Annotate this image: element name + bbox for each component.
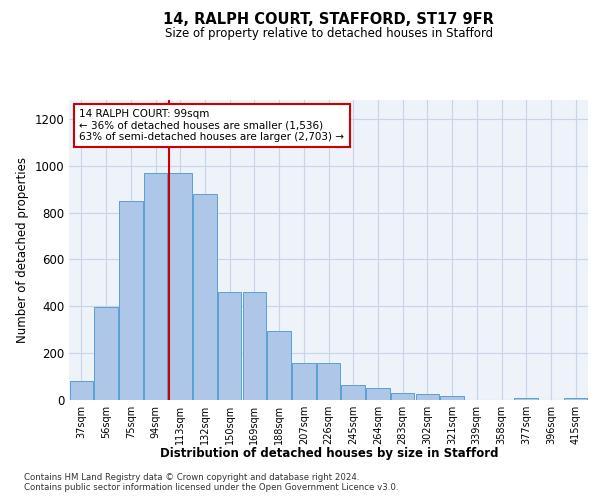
Text: Size of property relative to detached houses in Stafford: Size of property relative to detached ho… <box>165 28 493 40</box>
Bar <box>94 308 118 400</box>
Bar <box>317 362 340 400</box>
Bar <box>242 292 266 400</box>
Bar <box>341 385 365 400</box>
Bar <box>292 362 316 400</box>
Bar <box>144 172 167 400</box>
Bar <box>70 381 93 400</box>
Text: Contains HM Land Registry data © Crown copyright and database right 2024.
Contai: Contains HM Land Registry data © Crown c… <box>24 472 398 492</box>
Text: 14, RALPH COURT, STAFFORD, ST17 9FR: 14, RALPH COURT, STAFFORD, ST17 9FR <box>163 12 494 28</box>
Text: 14 RALPH COURT: 99sqm
← 36% of detached houses are smaller (1,536)
63% of semi-d: 14 RALPH COURT: 99sqm ← 36% of detached … <box>79 109 344 142</box>
Bar <box>391 393 415 400</box>
Bar <box>119 201 143 400</box>
Text: Distribution of detached houses by size in Stafford: Distribution of detached houses by size … <box>160 448 498 460</box>
Bar <box>514 398 538 400</box>
Y-axis label: Number of detached properties: Number of detached properties <box>16 157 29 343</box>
Bar <box>440 396 464 400</box>
Bar <box>268 331 291 400</box>
Bar <box>366 388 389 400</box>
Bar <box>193 194 217 400</box>
Bar <box>416 394 439 400</box>
Bar <box>564 398 587 400</box>
Bar <box>218 292 241 400</box>
Bar <box>169 172 192 400</box>
